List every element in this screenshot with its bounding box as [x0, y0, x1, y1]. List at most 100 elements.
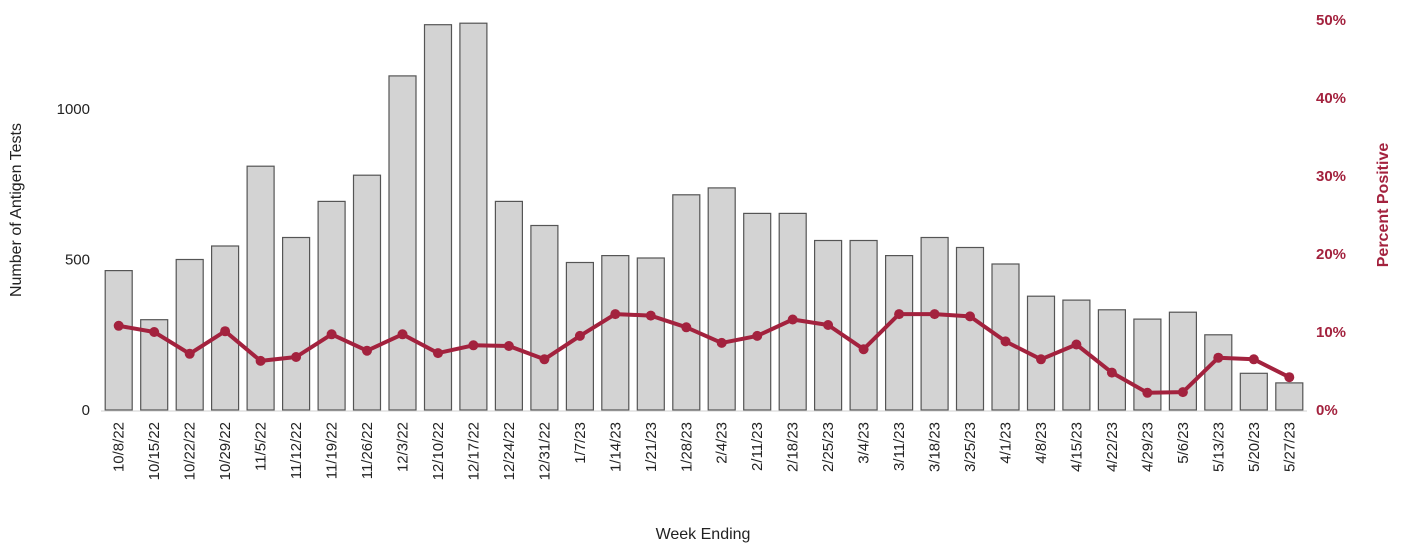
- point-3/25/23: [965, 311, 975, 322]
- bar-2/4/23: [707, 187, 736, 411]
- bar-12/24/22: [494, 200, 523, 411]
- x-tick-label: 3/18/23: [927, 422, 944, 472]
- x-tick-label: 11/26/22: [359, 422, 376, 479]
- point-12/31/22: [539, 354, 550, 365]
- y-right-tick-label: 20%: [1316, 246, 1346, 263]
- x-tick-label: 2/18/23: [785, 422, 802, 472]
- x-tick-label: 10/15/22: [146, 422, 163, 480]
- x-tick-label: 2/4/23: [714, 422, 731, 464]
- y-right-tick-label: 30%: [1316, 168, 1346, 185]
- x-tick-label: 5/13/23: [1210, 422, 1227, 472]
- x-tick-label: 1/28/23: [678, 422, 695, 472]
- bar-1/14/23: [601, 255, 630, 411]
- x-tick-label: 3/4/23: [856, 422, 873, 464]
- point-5/6/23: [1177, 387, 1188, 398]
- bar-11/12/22: [282, 236, 311, 411]
- point-4/15/23: [1071, 339, 1082, 350]
- x-tick-label: 4/15/23: [1068, 422, 1085, 472]
- bar-3/11/23: [884, 255, 914, 411]
- point-12/24/22: [503, 341, 514, 351]
- point-5/27/23: [1284, 372, 1295, 383]
- bar-12/10/22: [423, 24, 453, 411]
- point-10/29/22: [220, 326, 231, 337]
- point-11/19/22: [326, 329, 337, 340]
- x-tick-label: 2/25/23: [820, 422, 837, 472]
- point-2/4/23: [716, 337, 727, 348]
- bar-5/20/23: [1239, 372, 1268, 411]
- point-12/10/22: [433, 348, 443, 359]
- point-12/3/22: [397, 329, 408, 340]
- line-series: [113, 309, 1295, 398]
- x-tick-label: 1/14/23: [607, 422, 624, 472]
- x-tick-label: 12/31/22: [536, 422, 553, 480]
- point-2/11/23: [752, 330, 763, 341]
- bar-11/19/22: [317, 200, 346, 411]
- x-tick-label: 3/25/23: [962, 422, 979, 472]
- point-1/21/23: [645, 310, 656, 321]
- bar-3/18/23: [920, 236, 949, 411]
- point-4/29/23: [1142, 387, 1153, 398]
- point-3/4/23: [858, 344, 869, 355]
- y-right-tick-label: 10%: [1316, 324, 1346, 341]
- x-tick-label: 12/10/22: [430, 422, 447, 480]
- x-tick-label: 11/5/22: [253, 422, 270, 471]
- x-tick-label: 4/22/23: [1104, 422, 1121, 472]
- y-right-tick-label: 50%: [1316, 12, 1346, 29]
- x-axis: 10/8/22 10/15/22 10/22/22 10/29/22 11/5/22 11…: [101, 410, 1307, 480]
- point-1/7/23: [574, 330, 585, 341]
- point-11/12/22: [291, 352, 302, 362]
- x-tick-label: 5/27/23: [1281, 422, 1298, 472]
- x-tick-label: 10/22/22: [182, 422, 199, 480]
- x-tick-label: 2/11/23: [749, 422, 766, 471]
- x-tick-label: 5/6/23: [1175, 422, 1192, 464]
- x-axis-label: Week Ending: [656, 526, 751, 543]
- x-tick-label: 4/1/23: [998, 422, 1015, 464]
- bar-4/22/23: [1097, 309, 1127, 411]
- x-tick-label: 11/12/22: [288, 422, 305, 479]
- point-10/15/22: [149, 327, 160, 337]
- x-tick-label: 4/8/23: [1033, 422, 1050, 464]
- bar-2/11/23: [743, 212, 772, 411]
- point-4/22/23: [1106, 367, 1117, 378]
- y-right-tick-label: 0%: [1316, 402, 1338, 419]
- point-12/17/22: [468, 340, 479, 351]
- point-3/11/23: [894, 309, 905, 320]
- bar-12/17/22: [459, 22, 488, 411]
- point-1/14/23: [610, 309, 621, 320]
- point-5/13/23: [1213, 352, 1224, 363]
- percent-positive-line: [118, 312, 1291, 395]
- bar-2/18/23: [778, 212, 807, 411]
- point-4/8/23: [1036, 354, 1046, 365]
- bar-4/15/23: [1062, 299, 1091, 411]
- point-2/18/23: [787, 314, 798, 325]
- bar-series: [104, 22, 1304, 411]
- y-axis-left-label: Number of Antigen Tests: [8, 123, 25, 297]
- bar-1/21/23: [636, 257, 665, 411]
- bar-11/26/22: [352, 174, 382, 411]
- x-tick-label: 10/29/22: [217, 422, 234, 480]
- x-tick-label: 12/24/22: [501, 422, 518, 480]
- y-left-tick-label: 0: [82, 402, 90, 419]
- bar-1/28/23: [672, 194, 701, 411]
- bar-10/8/22: [104, 270, 133, 411]
- point-11/5/22: [255, 355, 266, 366]
- x-tick-label: 5/20/23: [1246, 422, 1263, 472]
- y-axis-right-label: Percent Positive: [1375, 143, 1392, 268]
- point-1/28/23: [681, 322, 692, 333]
- y-left-tick-label: 1000: [57, 101, 90, 118]
- point-5/20/23: [1248, 354, 1259, 365]
- bar-12/31/22: [530, 224, 559, 411]
- x-tick-label: 12/17/22: [465, 422, 482, 480]
- x-tick-label: 1/21/23: [643, 422, 660, 472]
- x-tick-label: 11/19/22: [324, 422, 341, 479]
- x-tick-label: 1/7/23: [572, 422, 589, 464]
- x-tick-label: 4/29/23: [1139, 422, 1156, 472]
- point-2/25/23: [823, 320, 834, 330]
- point-4/1/23: [1000, 336, 1011, 347]
- bar-11/5/22: [246, 165, 275, 411]
- y-axis-right: 0% 10% 20% 30% 40% 50%: [1316, 12, 1346, 419]
- x-tick-label: 3/11/23: [891, 422, 908, 471]
- point-10/8/22: [113, 320, 124, 331]
- bar-3/25/23: [955, 246, 985, 411]
